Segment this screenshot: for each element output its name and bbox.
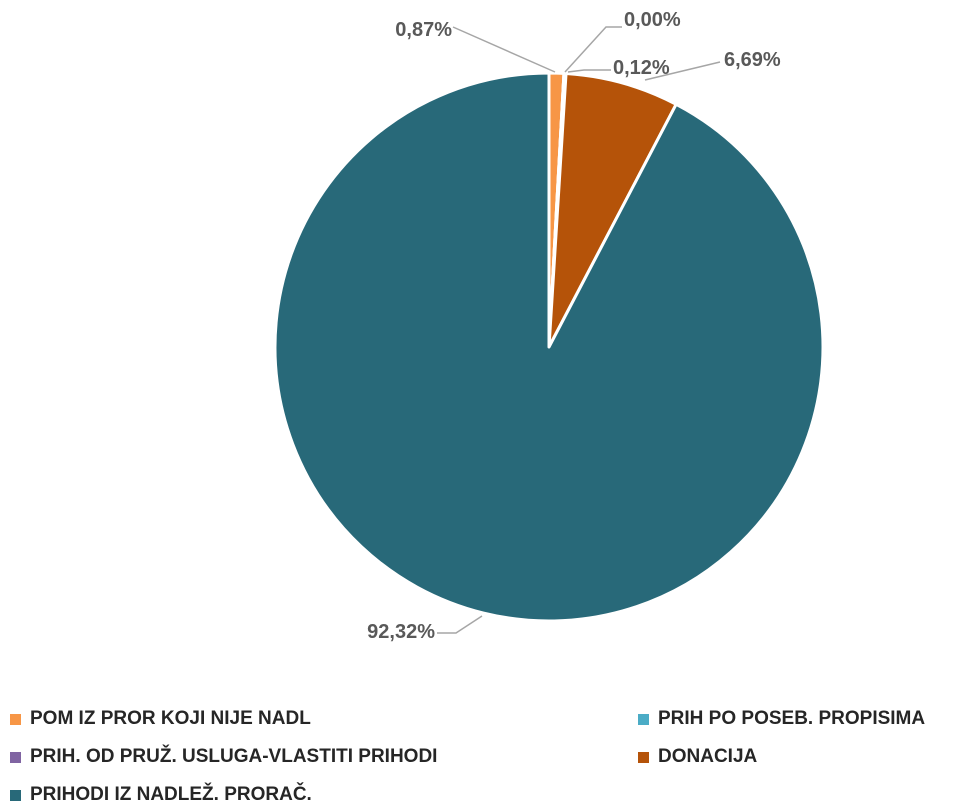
legend-swatch-nadlez-prorac xyxy=(10,789,21,801)
data-label-donacija: 6,69% xyxy=(724,49,781,71)
leader-line-prihodi-iz-nadle-prora xyxy=(437,615,483,634)
legend-swatch-vlastiti-prihodi xyxy=(10,751,21,763)
data-label-prih-po-poseb-propisima: 0,00% xyxy=(624,9,681,31)
leader-line-pom-iz-pror-koji-nije-nadl xyxy=(452,26,556,73)
leader-line-donacija xyxy=(644,61,721,81)
leader-line-prih-od-pru-usluga-vlastiti-prihodi xyxy=(567,69,611,73)
data-label-pom-iz-pror-koji-nije-nadl: 0,87% xyxy=(395,19,452,41)
legend-item-nadlez-prorac: PRIHODI IZ NADLEŽ. PRORAČ. xyxy=(10,784,312,806)
legend-swatch-prih-po-poseb xyxy=(638,713,649,725)
legend-label-pom-iz-pror: POM IZ PROR KOJI NIJE NADL xyxy=(30,708,311,729)
legend-label-nadlez-prorac: PRIHODI IZ NADLEŽ. PRORAČ. xyxy=(30,784,312,805)
pie-chart: 0,87% 0,00% 0,12% 6,69% 92,32% xyxy=(273,9,825,643)
legend-item-donacija: DONACIJA xyxy=(638,746,757,768)
legend-label-donacija: DONACIJA xyxy=(658,746,758,767)
pie-slice-donacija xyxy=(547,72,678,349)
legend-item-prih-po-poseb: PRIH PO POSEB. PROPISIMA xyxy=(638,708,925,730)
data-label-prih-od-pru-usluga-vlastiti-prihodi: 0,12% xyxy=(613,57,670,79)
legend-swatch-donacija xyxy=(638,751,649,763)
legend-swatch-pom-iz-pror xyxy=(10,713,21,725)
pie-slice-prihodi-iz-nadle-prora xyxy=(273,71,825,623)
leader-line-prih-po-poseb-propisima xyxy=(564,26,622,73)
legend-item-vlastiti-prihodi: PRIH. OD PRUŽ. USLUGA-VLASTITI PRIHODI xyxy=(10,746,437,768)
legend-label-prih-po-poseb: PRIH PO POSEB. PROPISIMA xyxy=(658,708,926,729)
legend-item-pom-iz-pror: POM IZ PROR KOJI NIJE NADL xyxy=(10,708,311,730)
legend-label-vlastiti-prihodi: PRIH. OD PRUŽ. USLUGA-VLASTITI PRIHODI xyxy=(30,746,438,767)
data-label-prihodi-iz-nadle-prora: 92,32% xyxy=(367,621,435,643)
